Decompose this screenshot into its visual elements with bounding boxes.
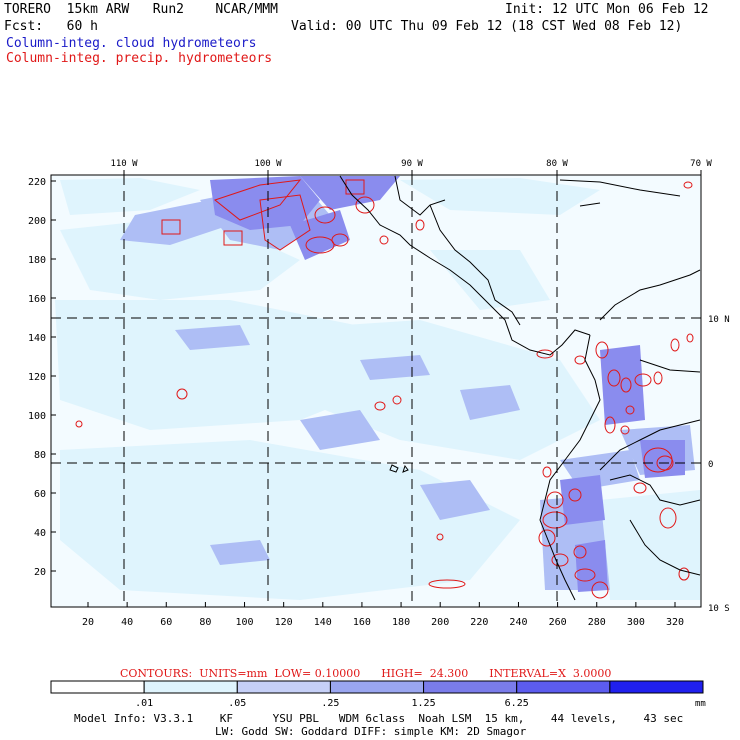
header-title: TORERO 15km ARW Run2 NCAR/MMM: [4, 2, 278, 17]
x-tick-label: 20: [82, 617, 94, 628]
colorbar-label: .01: [135, 698, 153, 709]
legend-precip: Column-integ. precip. hydrometeors: [6, 51, 273, 66]
x-tick-label: 140: [314, 617, 332, 628]
header-valid: Valid: 00 UTC Thu 09 Feb 12 (18 CST Wed …: [291, 19, 683, 34]
y-tick-label: 100: [28, 411, 46, 422]
y-tick-label: 40: [34, 528, 46, 539]
grid-lines: [51, 175, 701, 607]
lon-label-100w: 100 W: [254, 159, 282, 169]
lon-label-110w: 110 W: [110, 159, 138, 169]
y-tick-label: 20: [34, 567, 46, 578]
x-tick-label: 100: [236, 617, 254, 628]
x-tick-label: 260: [549, 617, 567, 628]
colorbar-segment: [50, 680, 145, 694]
colorbar-label: .25: [321, 698, 339, 709]
header-init: Init: 12 UTC Mon 06 Feb 12: [505, 2, 709, 17]
y-tick-label: 80: [34, 450, 46, 461]
top-ticks: [123, 170, 702, 175]
x-tick-label: 180: [392, 617, 410, 628]
x-tick-label: 240: [509, 617, 527, 628]
y-tick-label: 120: [28, 372, 46, 383]
y-tick-label: 220: [28, 177, 46, 188]
colorbar-segment: [423, 680, 518, 694]
y-tick-label: 200: [28, 216, 46, 227]
lon-label-90w: 90 W: [401, 159, 423, 169]
lon-label-80w: 80 W: [546, 159, 568, 169]
lat-label-10s: 10 S: [708, 604, 730, 614]
x-tick-label: 320: [666, 617, 684, 628]
lon-label-70w: 70 W: [690, 159, 712, 169]
colorbar: [50, 680, 704, 694]
contours-info: CONTOURS: UNITS=mm LOW= 0.10000 HIGH= 24…: [120, 667, 612, 680]
colorbar-segment: [609, 680, 704, 694]
footer-physics-info: LW: Godd SW: Goddard DIFF: simple KM: 2D…: [215, 725, 527, 738]
colorbar-unit: mm: [695, 699, 706, 709]
cloud-field-dark: [210, 176, 685, 592]
y-tick-label: 140: [28, 333, 46, 344]
lat-label-0: 0: [708, 460, 713, 470]
x-tick-label: 280: [588, 617, 606, 628]
colorbar-segment: [329, 680, 425, 694]
x-tick-label: 300: [627, 617, 645, 628]
y-tick-label: 60: [34, 489, 46, 500]
map-frame: [50, 174, 702, 608]
colorbar-label: 1.25: [412, 698, 436, 709]
x-tick-label: 160: [353, 617, 371, 628]
colorbar-segment: [516, 680, 611, 694]
footer-model-info: Model Info: V3.3.1 KF YSU PBL WDM 6class…: [74, 712, 684, 725]
y-tick-label: 180: [28, 255, 46, 266]
x-tick-label: 60: [160, 617, 172, 628]
colorbar-segment: [236, 680, 331, 694]
x-tick-label: 200: [431, 617, 449, 628]
precip-contours: [75, 179, 694, 599]
x-tick-label: 40: [121, 617, 133, 628]
x-tick-label: 120: [275, 617, 293, 628]
x-tick-label: 80: [199, 617, 211, 628]
colorbar-label: 6.25: [505, 698, 529, 709]
cloud-field-light: [55, 178, 700, 600]
header-fcst: Fcst: 60 h: [4, 19, 98, 34]
lat-label-10n: 10 N: [708, 315, 730, 325]
legend-cloud: Column-integ. cloud hydrometeors: [6, 36, 257, 51]
colorbar-label: .05: [228, 698, 246, 709]
colorbar-segment: [143, 680, 238, 694]
x-tick-label: 220: [470, 617, 488, 628]
y-tick-label: 160: [28, 294, 46, 305]
